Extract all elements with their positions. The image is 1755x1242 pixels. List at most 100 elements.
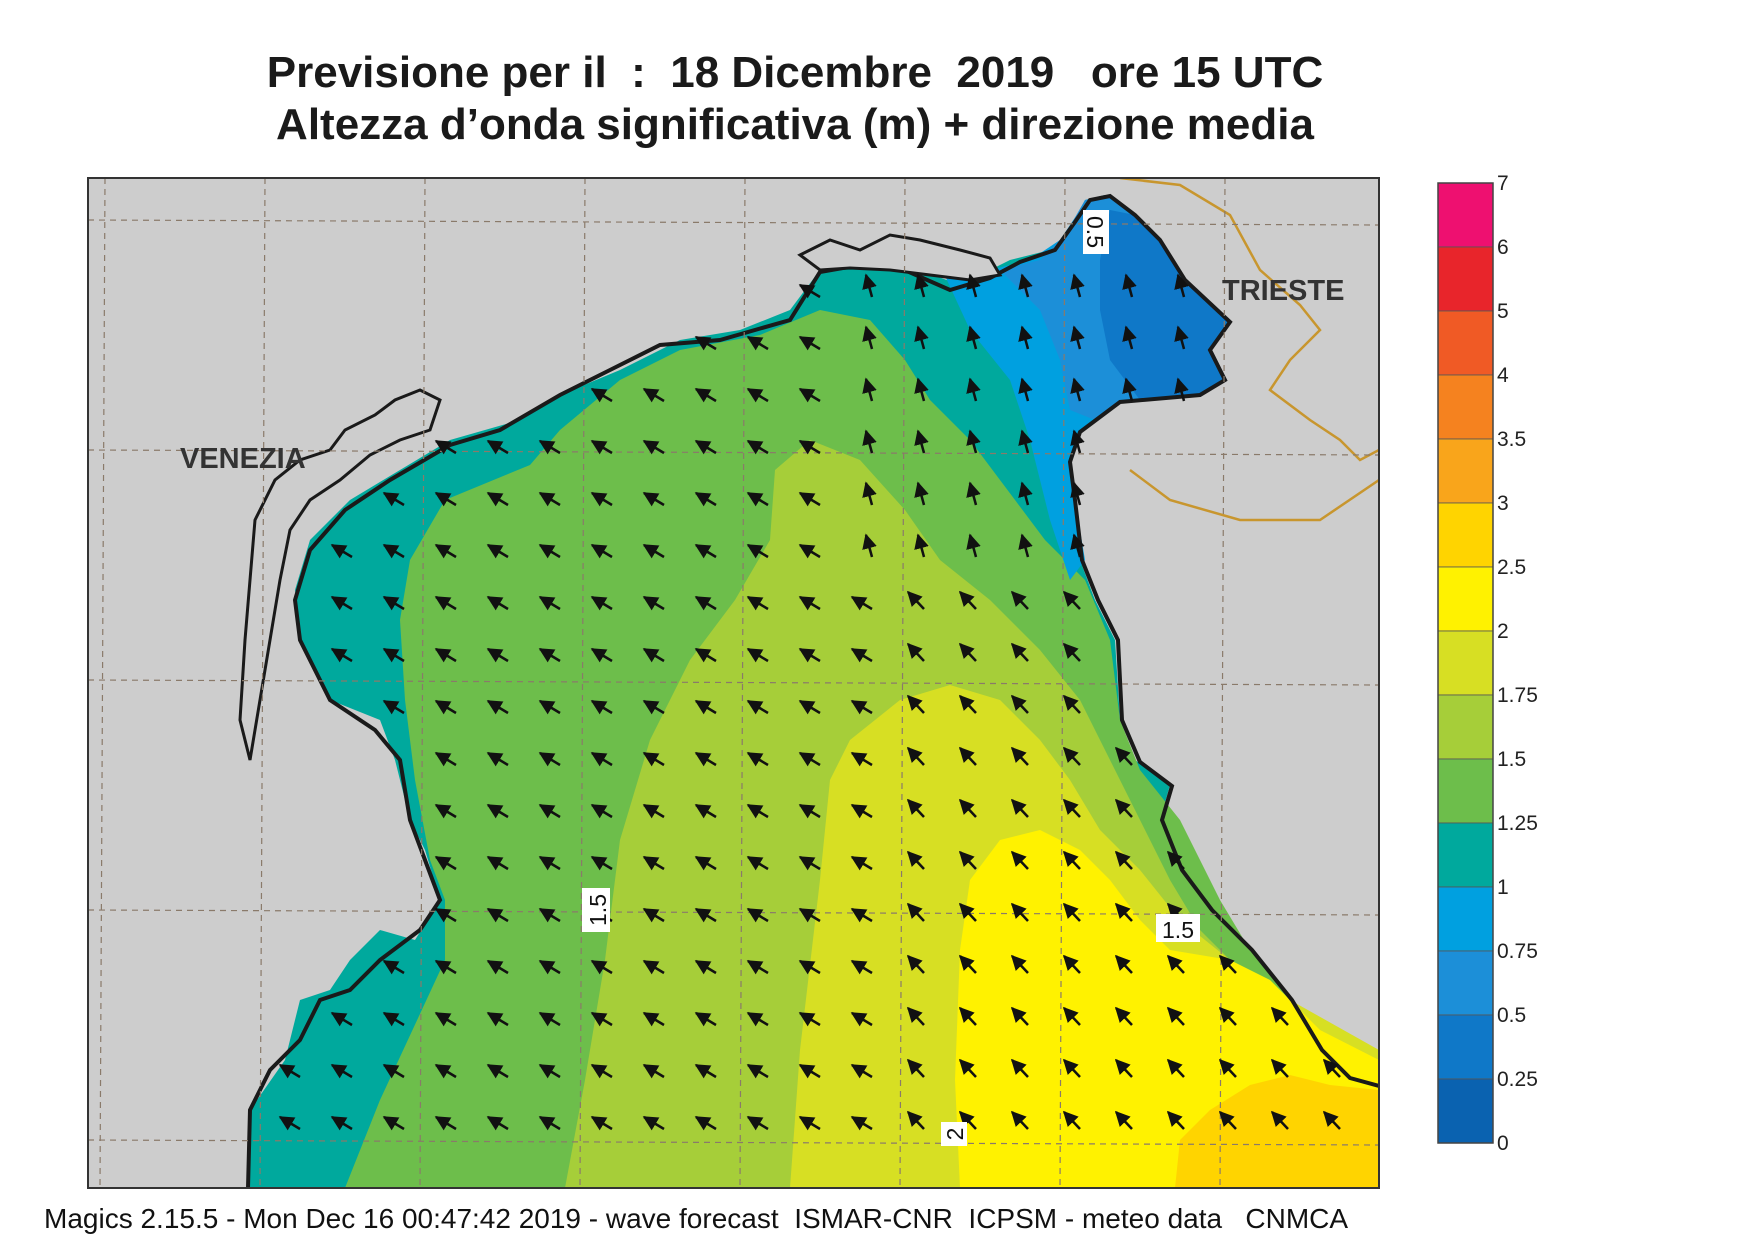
wave-arrow [486,543,509,559]
wave-arrow [746,543,769,559]
wave-arrow [1062,954,1081,974]
wave-arrow [958,746,977,766]
wave-arrow [798,855,821,871]
wave-arrow [694,595,717,611]
wave-arrow [746,335,769,351]
wave-arrow [694,335,717,351]
wave-arrow [850,855,873,871]
wave-arrow [382,1115,405,1131]
wave-arrow [958,798,977,818]
wave-arrow [1010,954,1029,974]
wave-arrow [694,803,717,819]
wave-arrow [746,751,769,767]
wave-arrow [1010,746,1029,766]
wave-arrow [590,1063,613,1079]
wave-arrow [746,387,769,403]
wave-arrow [434,543,457,559]
wave-arrow [590,439,613,455]
legend-swatch [1437,950,1494,1016]
legend-swatch [1437,758,1494,824]
wave-arrow [434,647,457,663]
legend-label: 1.75 [1497,684,1538,707]
wave-arrow [798,803,821,819]
wave-arrow [1114,902,1133,922]
wave-arrow [434,803,457,819]
wave-arrow [850,803,873,819]
legend-label: 4 [1497,364,1509,387]
wave-arrow [642,803,665,819]
wave-arrow [798,907,821,923]
wave-arrow [1070,533,1085,558]
wave-arrow [1070,325,1085,350]
wave-arrow [914,533,929,558]
wave-arrow [642,387,665,403]
wave-arrow [914,273,929,298]
wave-arrow [862,273,877,298]
wave-arrow [382,595,405,611]
wave-arrow [906,1058,925,1078]
wave-arrow [642,1115,665,1131]
wave-arrow [486,803,509,819]
wave-arrow [590,1115,613,1131]
wave-arrow [1174,325,1189,350]
legend-label: 2 [1497,620,1509,643]
wave-arrow [906,746,925,766]
map-title: Previsione per il : 18 Dicembre 2019 ore… [266,48,1324,97]
wave-arrow [1114,1058,1133,1078]
border-line [1119,178,1379,462]
wave-arrow [958,954,977,974]
wave-arrow [486,751,509,767]
wave-arrow [694,907,717,923]
wave-arrow [1010,850,1029,870]
wave-arrow [1114,746,1133,766]
footer-credits: Magics 2.15.5 - Mon Dec 16 00:47:42 2019… [44,1203,1349,1234]
wave-arrow [642,491,665,507]
wave-arrow [330,1063,353,1079]
wave-arrow [590,387,613,403]
wave-arrow [862,325,877,350]
wave-arrow [1062,1058,1081,1078]
wave-arrow [486,959,509,975]
wave-arrow [642,543,665,559]
wave-arrow [746,855,769,871]
legend-swatch [1437,566,1494,632]
wave-arrow [914,325,929,350]
wave-arrow [798,751,821,767]
wave-arrow [486,647,509,663]
wave-arrow [1062,850,1081,870]
wave-arrow [746,439,769,455]
wave-arrow [1114,1006,1133,1026]
legend-swatch [1437,502,1494,568]
wave-arrow [486,1011,509,1027]
wave-arrow [538,907,561,923]
wave-arrow [798,595,821,611]
wave-arrow [1062,902,1081,922]
svg-text:2: 2 [942,1128,968,1141]
wave-arrow [958,1110,977,1130]
wave-arrow [486,699,509,715]
legend-label: 0 [1497,1132,1509,1155]
wave-arrow [850,699,873,715]
wave-arrow [798,335,821,351]
wave-arrow [590,1011,613,1027]
wave-arrow [966,273,981,298]
wave-arrow [538,543,561,559]
wave-arrow [538,803,561,819]
wave-arrow [958,590,977,610]
wave-direction-arrows [278,273,1341,1131]
wave-arrow [642,907,665,923]
legend-swatch [1437,182,1494,248]
wave-arrow [434,595,457,611]
legend-swatch [1437,694,1494,760]
wave-arrow [1010,902,1029,922]
map-subtitle: Altezza d’onda significativa (m) + direz… [276,100,1314,149]
wave-arrow [798,647,821,663]
wave-arrow [906,590,925,610]
wave-arrow [1010,1058,1029,1078]
wave-arrow [958,642,977,662]
wave-arrow [906,1110,925,1130]
wave-arrow [1062,1006,1081,1026]
wave-arrow [486,1063,509,1079]
wave-arrow [914,377,929,402]
wave-arrow [330,647,353,663]
